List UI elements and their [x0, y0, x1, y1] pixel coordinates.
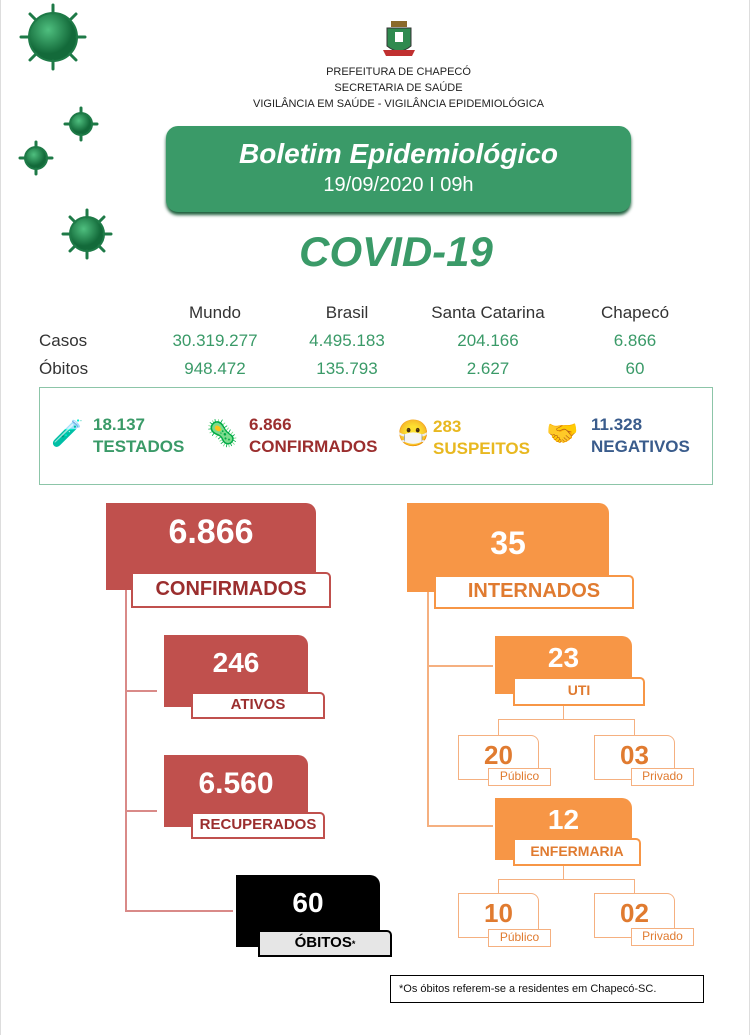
test-tube-icon: 🧪 [51, 418, 84, 448]
tree-line [634, 879, 635, 893]
stat-label: SUSPEITOS [433, 439, 530, 458]
recuperados-label: RECUPERADOS [191, 812, 325, 839]
virus-icon: 🦠 [206, 418, 239, 448]
tree-line [563, 706, 564, 720]
uti-publico-label: Público [488, 768, 551, 786]
handshake-icon: 🤝 [546, 418, 579, 448]
stat-testados: 18.137 TESTADOS [93, 414, 184, 458]
ativos-label: ATIVOS [191, 692, 325, 719]
col-header: Chapecó [600, 303, 670, 322]
cell: 2.627 [466, 359, 510, 378]
footnote: *Os óbitos referem-se a residentes em Ch… [390, 975, 704, 1003]
covid-headline: COVID-19 [299, 228, 493, 275]
obitos-label: ÓBITOS* [258, 930, 392, 957]
tree-line [427, 592, 429, 826]
bulletin-date: 19/09/2020 I 09h [323, 174, 474, 196]
stat-label: CONFIRMADOS [249, 437, 378, 456]
tree-line [427, 825, 493, 827]
confirmed-label: CONFIRMADOS [131, 572, 331, 608]
tree-line [498, 719, 634, 720]
enfermaria-publico-label: Público [488, 929, 551, 947]
stats-panel [39, 387, 713, 485]
uti-privado-label: Privado [631, 768, 694, 786]
uti-privado-value: 03 [594, 735, 675, 780]
tree-line [498, 879, 634, 880]
virus-decoration-icon [18, 3, 113, 260]
bulletin-title: Boletim Epidemiológico [239, 138, 558, 169]
stat-confirmados: 6.866 CONFIRMADOS [249, 414, 377, 458]
cell: 135.793 [316, 359, 378, 378]
tree-line [634, 719, 635, 735]
tree-line [427, 665, 493, 667]
tree-line [125, 590, 127, 912]
stat-label: NEGATIVOS [591, 437, 690, 456]
tree-line [125, 910, 233, 912]
stat-negativos: 11.328 NEGATIVOS [591, 414, 690, 458]
uti-label: UTI [513, 677, 645, 706]
stat-label: TESTADOS [93, 437, 185, 456]
footnote-mark: * [351, 939, 356, 949]
stat-value: 283 [433, 417, 462, 436]
row-label: Óbitos [39, 359, 89, 378]
col-header: Mundo [189, 303, 241, 322]
tree-line [125, 690, 157, 692]
tree-line [563, 866, 564, 880]
cell: 204.166 [457, 331, 519, 350]
row-label: Casos [39, 331, 88, 350]
stat-value: 18.137 [93, 415, 145, 434]
internados-label: INTERNADOS [434, 575, 634, 609]
masked-person-icon: 😷 [397, 418, 430, 448]
cell: 30.319.277 [172, 331, 258, 350]
header-line-1: PREFEITURA DE CHAPECÓ [326, 66, 471, 78]
enfermaria-privado-label: Privado [631, 928, 694, 946]
tree-line [498, 879, 499, 893]
stat-value: 11.328 [591, 415, 643, 434]
tree-line [125, 810, 157, 812]
stat-value: 6.866 [249, 415, 292, 434]
uti-publico-value: 20 [458, 735, 539, 780]
enfermaria-label: ENFERMARIA [513, 838, 641, 866]
coat-of-arms-logo [383, 21, 415, 56]
cell: 6.866 [613, 331, 657, 350]
col-header: Brasil [325, 303, 369, 322]
header-line-2: SECRETARIA DE SAÚDE [334, 82, 463, 94]
cell: 948.472 [184, 359, 246, 378]
stat-suspeitos: 283 SUSPEITOS [433, 416, 530, 460]
bulletin-banner: Boletim Epidemiológico 19/09/2020 I 09h [166, 126, 631, 212]
cell: 60 [625, 359, 645, 378]
cell: 4.495.183 [309, 331, 385, 350]
header-line-3: VIGILÂNCIA EM SAÚDE - VIGILÂNCIA EPIDEMI… [253, 98, 544, 110]
tree-line [498, 719, 499, 735]
col-header: Santa Catarina [431, 303, 545, 322]
obitos-label-text: ÓBITOS [294, 934, 352, 951]
